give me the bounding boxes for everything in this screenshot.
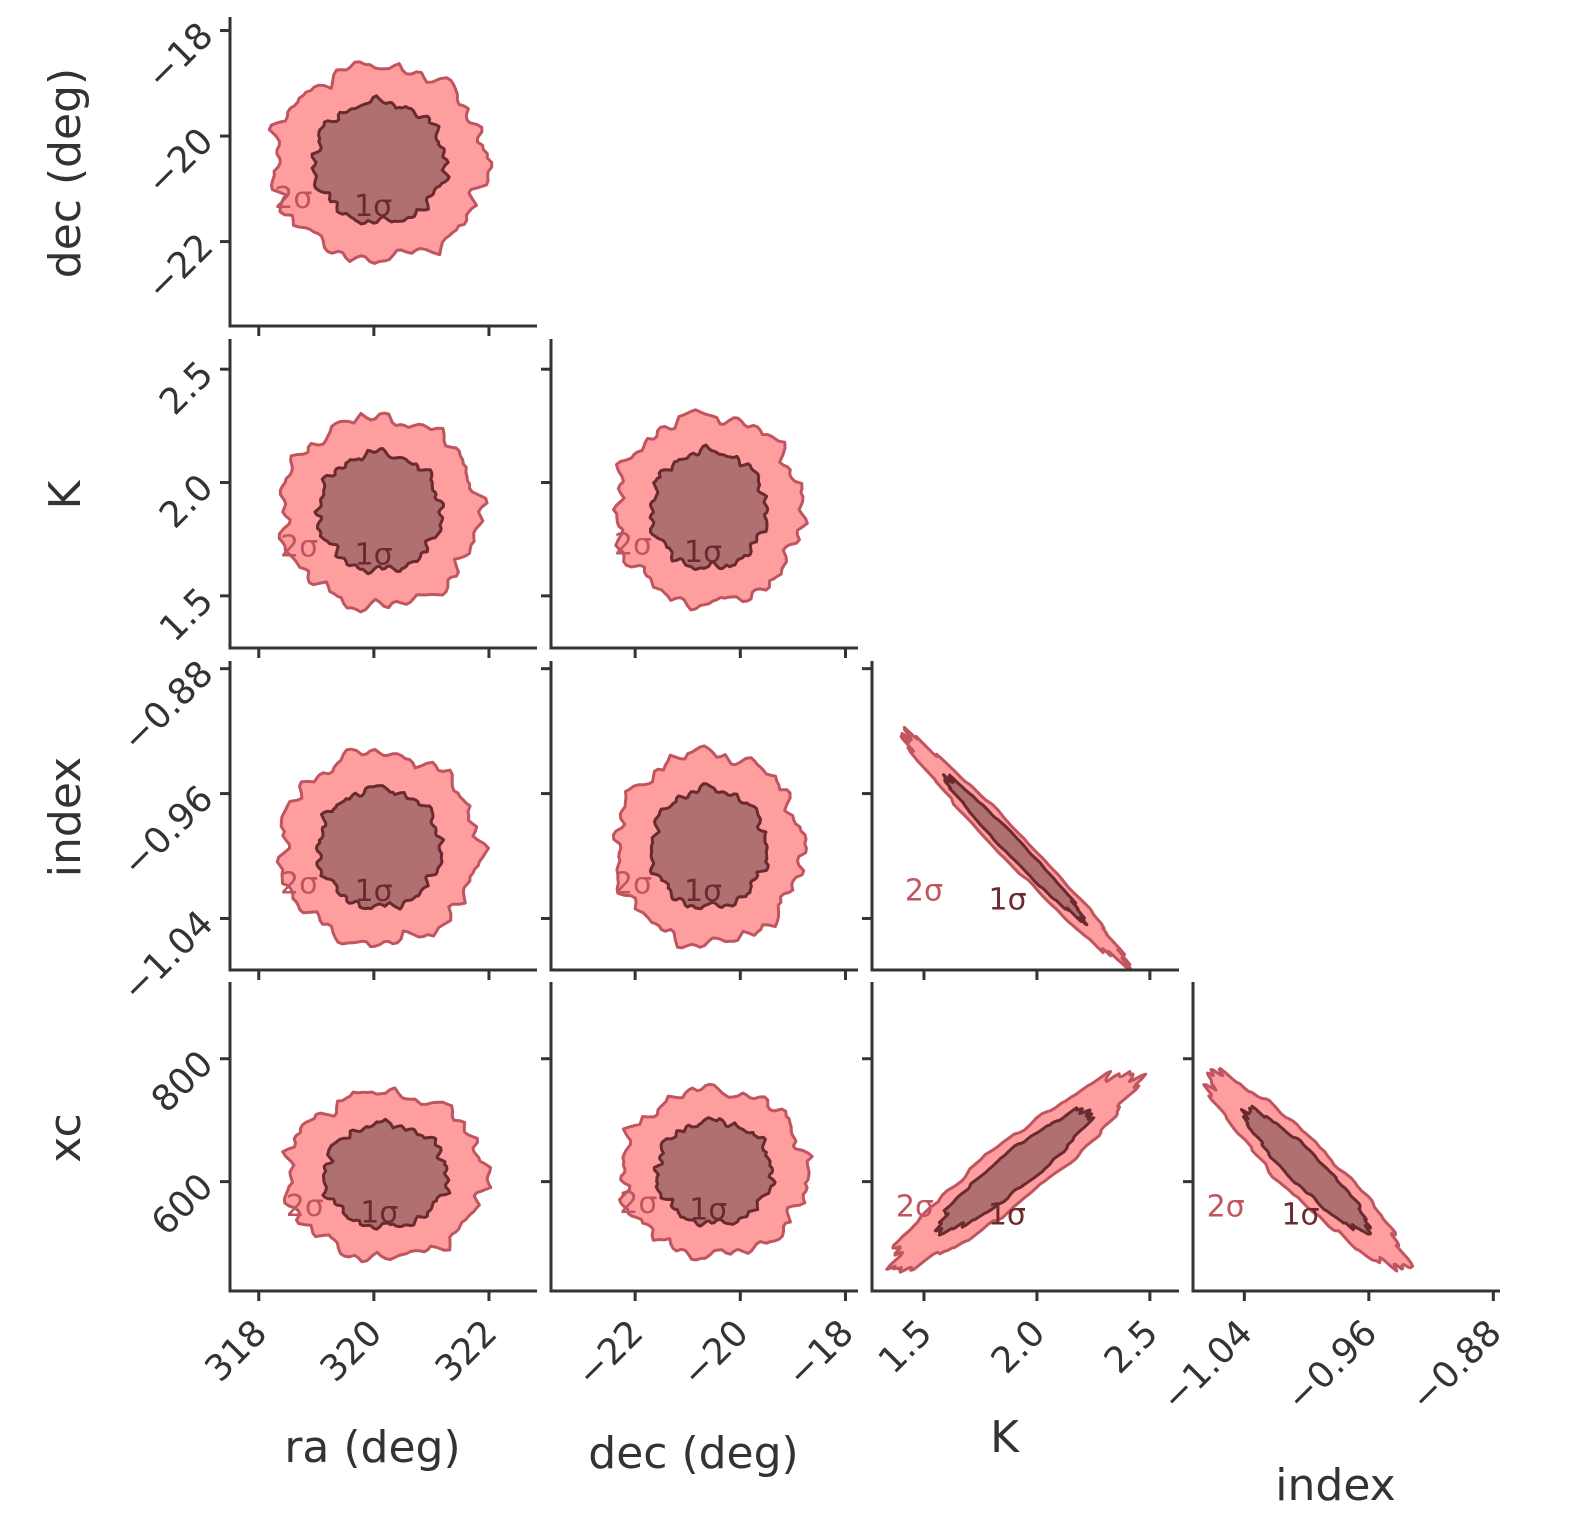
x-tick-label: −20 [674, 1312, 757, 1395]
y-tick-label: −20 [139, 121, 222, 204]
contour-label-2sigma: 2σ [619, 1186, 657, 1221]
y-tick-label: 800 [144, 1043, 222, 1121]
panel-spine [228, 17, 537, 328]
contour-label-2sigma: 2σ [1207, 1190, 1245, 1225]
contour-label-1sigma: 1σ [1281, 1198, 1319, 1233]
y-axis-label-xc: xc [40, 1113, 91, 1162]
contour-label-2sigma: 2σ [286, 1189, 324, 1224]
contour-1sigma [314, 784, 446, 911]
panel-k-vs-xc: 1σ 2σ [885, 1070, 1148, 1274]
y-axis-label-dec-deg: dec (deg) [40, 68, 91, 278]
panel-index-vs-xc: 1σ 2σ [1202, 1067, 1415, 1273]
panel-ra-deg-vs-k: 1σ 2σ [277, 411, 489, 614]
panel-spine [1191, 982, 1500, 1293]
y-tick-label: −22 [139, 226, 222, 309]
x-tick-label: −22 [569, 1312, 652, 1395]
panel-dec-deg-vs-index: 1σ 2σ [611, 744, 808, 950]
y-tick-label: −18 [139, 15, 222, 98]
panel-spine [870, 982, 1179, 1293]
contour-1sigma [648, 782, 770, 911]
y-tick-label: 600 [144, 1166, 222, 1244]
panel-spine [549, 339, 858, 650]
x-tick-label: 320 [313, 1312, 391, 1390]
contour-label-2sigma: 2σ [274, 181, 312, 216]
panel-spine [870, 661, 1179, 972]
contour-1sigma [1239, 1104, 1373, 1236]
y-tick-label: 2.0 [152, 467, 221, 536]
panel-dec-deg-vs-xc: 1σ 2σ [618, 1082, 814, 1262]
x-tick-label: 2.5 [1097, 1312, 1166, 1381]
x-tick-label: 1.5 [871, 1312, 940, 1381]
x-axis-label-index: index [1275, 1460, 1395, 1511]
contour-label-1sigma: 1σ [360, 1196, 398, 1231]
x-axis-label-dec-deg: dec (deg) [588, 1428, 798, 1479]
contour-label-1sigma: 1σ [355, 874, 393, 909]
contour-label-2sigma: 2σ [614, 866, 652, 901]
x-axis-label-k: K [990, 1412, 1020, 1463]
panel-ra-deg-vs-dec-deg: 1σ 2σ [267, 60, 494, 265]
contour-1sigma [321, 1117, 452, 1231]
x-tick-label: −0.88 [1403, 1312, 1510, 1419]
contour-label-2sigma: 2σ [905, 873, 943, 908]
x-tick-label: −18 [779, 1312, 862, 1395]
panel-dec-deg-vs-k: 1σ 2σ [612, 408, 809, 612]
x-tick-label: −0.96 [1278, 1312, 1385, 1419]
y-tick-label: 1.5 [152, 580, 221, 649]
y-tick-label: 2.5 [152, 354, 221, 423]
contour-label-1sigma: 1σ [988, 1198, 1026, 1233]
panel-spine [228, 339, 537, 650]
contour-label-1sigma: 1σ [355, 537, 393, 572]
panel-ra-deg-vs-index: 1σ 2σ [275, 747, 490, 949]
panels-layer: 1σ 2σ 1σ 2σ 1σ 2σ 1σ 2σ 1σ 2σ 1σ 2σ 1σ 2σ 1σ 2σ 1σ 2σ 1σ 2σ [267, 60, 1415, 1274]
y-tick-label: −0.88 [114, 653, 221, 760]
contour-1sigma [648, 443, 770, 571]
panel-k-vs-index: 1σ 2σ [899, 725, 1134, 970]
contour-label-2sigma: 2σ [280, 866, 318, 901]
y-axis-label-k: K [40, 479, 91, 509]
contour-1sigma [310, 94, 451, 226]
contour-1sigma [942, 773, 1089, 927]
contour-label-1sigma: 1σ [989, 883, 1027, 918]
contour-label-1sigma: 1σ [684, 535, 722, 570]
y-tick-label: −1.04 [114, 903, 221, 1010]
x-tick-label: 322 [428, 1312, 506, 1390]
contour-label-1sigma: 1σ [354, 189, 392, 224]
contour-label-2sigma: 2σ [896, 1190, 934, 1225]
contour-label-1sigma: 1σ [684, 874, 722, 909]
panel-spine [228, 982, 537, 1293]
contour-1sigma [933, 1106, 1096, 1237]
contour-label-1sigma: 1σ [689, 1193, 727, 1228]
panel-ra-deg-vs-xc: 1σ 2σ [281, 1086, 493, 1264]
panel-spine [549, 982, 858, 1293]
x-tick-label: 2.0 [984, 1312, 1053, 1381]
contour-1sigma [652, 1116, 777, 1228]
panel-spine [228, 661, 537, 972]
y-axis-label-index: index [40, 757, 91, 877]
contour-1sigma [313, 447, 445, 576]
x-axis-label-ra-deg: ra (deg) [284, 1422, 460, 1473]
panel-spine [549, 661, 858, 972]
contour-label-2sigma: 2σ [614, 527, 652, 562]
x-tick-label: −1.04 [1154, 1312, 1261, 1419]
x-tick-label: 318 [198, 1312, 276, 1390]
contour-label-2sigma: 2σ [280, 530, 318, 565]
y-tick-label: −0.96 [114, 778, 221, 885]
